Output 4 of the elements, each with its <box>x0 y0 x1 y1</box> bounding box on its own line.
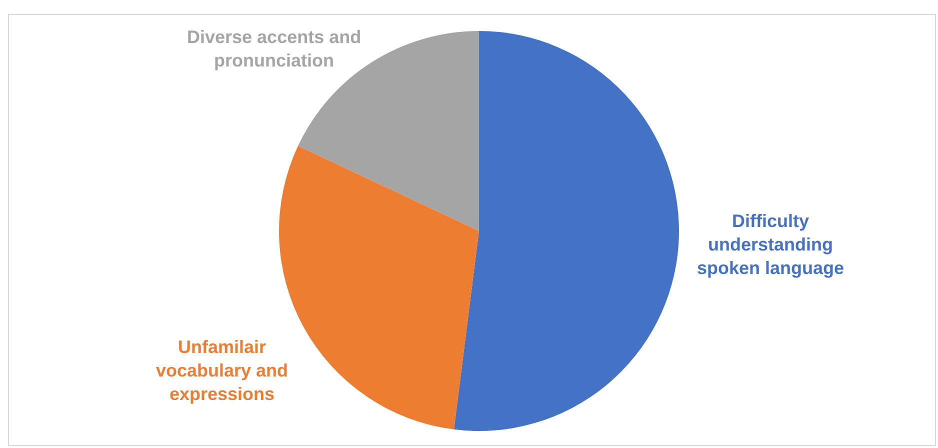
slice-label: Diverse accents and pronunciation <box>187 27 362 70</box>
slice-label: Difficulty understanding spoken language <box>697 211 844 278</box>
slice-label: Unfamilair vocabulary and expressions <box>156 337 288 404</box>
pie-slice <box>454 31 679 431</box>
